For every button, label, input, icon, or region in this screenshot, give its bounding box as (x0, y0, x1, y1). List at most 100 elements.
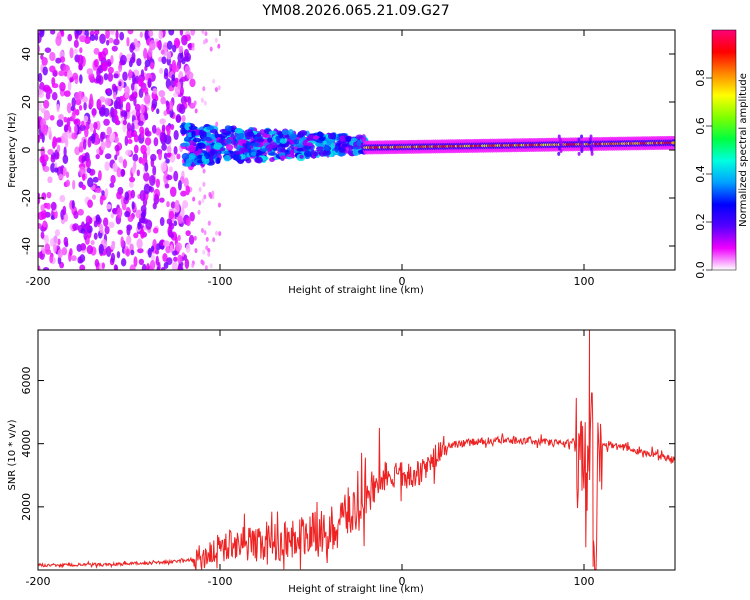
heatmap-cell (258, 141, 263, 148)
heatmap-cell (106, 61, 112, 67)
snr-series-group (38, 330, 675, 570)
heatmap-cell (166, 201, 170, 208)
heatmap-cell (203, 194, 207, 200)
heatmap-cell (174, 39, 181, 47)
heatmap-cell (177, 215, 184, 224)
heatmap-cell (181, 34, 188, 46)
heatmap-cell (160, 96, 166, 105)
heatmap-cell (122, 71, 128, 81)
heatmap-cell (557, 151, 561, 156)
heatmap-cell (207, 251, 211, 257)
heatmap-cell (56, 103, 60, 113)
heatmap-cell (144, 137, 152, 146)
heatmap-cell (185, 217, 191, 227)
heatmap-cell (259, 129, 266, 135)
heatmap-cell (119, 54, 127, 66)
heatmap-cell (113, 73, 119, 79)
heatmap-cell (139, 189, 146, 201)
heatmap-cell (110, 30, 115, 35)
heatmap-cell (216, 157, 221, 164)
heatmap-cell (116, 207, 123, 219)
heatmap-cell (65, 179, 71, 187)
heatmap-cell (180, 190, 187, 197)
heatmap-cell (140, 205, 147, 214)
heatmap-cell (137, 221, 141, 230)
heatmap-cell (111, 132, 116, 140)
heatmap-cell (95, 74, 102, 84)
colorbar-tick-label: 0.6 (694, 117, 707, 135)
heatmap-cell (101, 190, 105, 196)
heatmap-cell (83, 115, 89, 122)
heatmap-cell (189, 211, 195, 222)
heatmap-cell (55, 57, 62, 64)
heatmap-cell (215, 230, 219, 236)
heatmap-cell (106, 126, 113, 136)
heatmap-cell (79, 74, 83, 84)
heatmap-cell (63, 146, 67, 158)
heatmap-cell (57, 256, 62, 265)
heatmap-cell (73, 39, 79, 49)
heatmap-cell (281, 129, 289, 136)
heatmap-cell (205, 145, 211, 153)
heatmap-cell (255, 156, 263, 164)
heatmap-cell (213, 142, 222, 149)
snr-plot-background (38, 330, 675, 570)
heatmap-cell (127, 215, 134, 223)
heatmap-cell (209, 46, 213, 52)
heatmap-cell (71, 111, 76, 121)
heatmap-cell (268, 130, 277, 135)
heatmap-cell (147, 247, 152, 258)
heatmap-cell (191, 130, 196, 138)
colorbar-tick-label: 0.4 (694, 165, 707, 183)
heatmap-cell (140, 211, 146, 219)
heatmap-cell (82, 138, 87, 150)
heatmap-cell (157, 261, 161, 270)
heatmap-cell (198, 186, 202, 192)
heatmap-cell (160, 49, 165, 55)
heatmap-cell (322, 140, 327, 145)
heatmap-cell (166, 145, 172, 154)
snr-x-tick-label: 0 (399, 575, 406, 588)
heatmap-cell (124, 93, 130, 99)
heatmap-cell (129, 56, 136, 64)
heatmap-cell (318, 150, 327, 157)
heatmap-cell (171, 63, 177, 74)
heatmap-cell (63, 236, 69, 246)
heatmap-cell (52, 136, 57, 148)
heatmap-cell (92, 176, 99, 183)
heatmap-cell (90, 133, 96, 144)
heatmap-x-tick-label: -200 (26, 275, 51, 288)
heatmap-cell (42, 266, 50, 270)
heatmap-cell (63, 116, 68, 123)
heatmap-cell (115, 114, 119, 125)
heatmap-cell (217, 85, 221, 91)
heatmap-cell (94, 58, 99, 68)
heatmap-cell (104, 161, 110, 172)
heatmap-cell (338, 146, 346, 153)
heatmap-cell (106, 88, 111, 94)
heatmap-cell (69, 47, 74, 59)
heatmap-cell (356, 140, 362, 147)
heatmap-x-tick-label: 0 (399, 275, 406, 288)
heatmap-cell (577, 137, 581, 142)
heatmap-cell (166, 50, 172, 60)
heatmap-cell (192, 137, 202, 143)
heatmap-cell (161, 56, 167, 65)
heatmap-cell (116, 167, 122, 178)
heatmap-cell (97, 170, 102, 181)
heatmap-cell (144, 162, 149, 172)
heatmap-y-tick-label: -40 (20, 237, 33, 255)
heatmap-cell (44, 47, 52, 53)
heatmap-cell (73, 48, 78, 55)
heatmap-cell (214, 37, 218, 43)
heatmap-cell (129, 94, 135, 102)
heatmap-cell (110, 252, 116, 263)
heatmap-cell (170, 124, 175, 131)
heatmap-cell (173, 220, 178, 227)
heatmap-cell (339, 135, 345, 142)
heatmap-cell (104, 97, 112, 106)
heatmap-cell (63, 212, 68, 223)
snr-panel: -200 -100 0 100 2000 4000 6000 Height of stra… (7, 329, 676, 595)
heatmap-cell (44, 234, 49, 245)
heatmap-cell (83, 230, 88, 241)
